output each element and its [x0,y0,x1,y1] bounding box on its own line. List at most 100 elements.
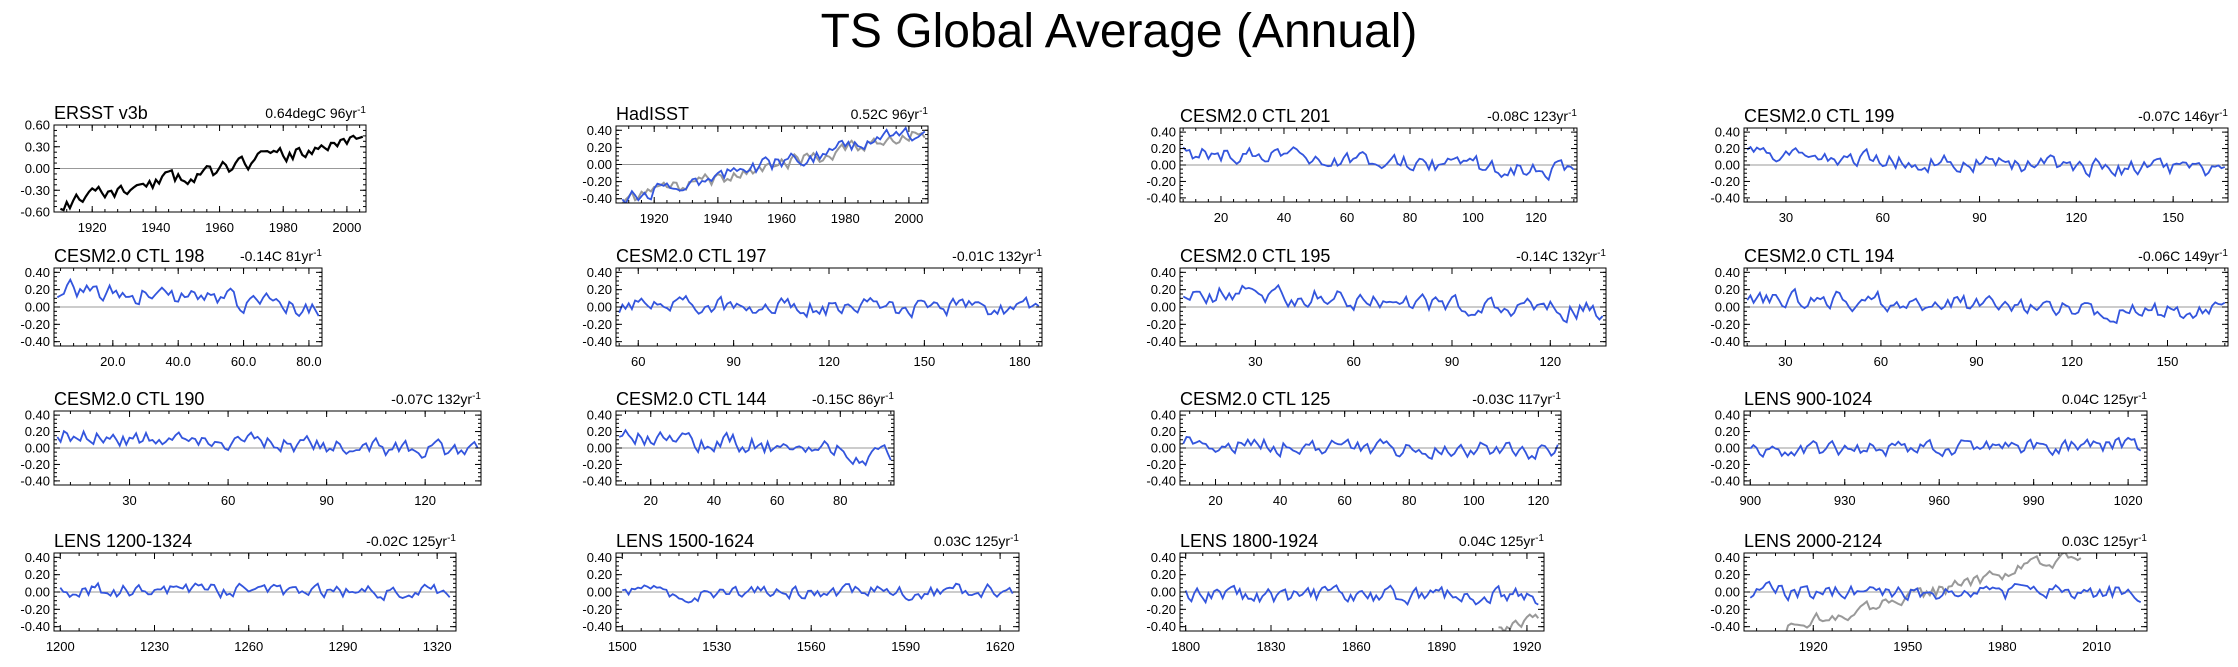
y-tick-label: -0.40 [582,334,612,349]
x-tick-label: 120 [2061,354,2083,369]
series-line-ref [621,130,926,203]
y-tick-label: 0.20 [1151,424,1176,439]
x-tick-label: 1620 [986,639,1015,654]
panel-2: 0.40 0.20 0.00 -0.20 -0.40 1920 1940 1960 1980 20… [582,104,929,226]
y-tick-label: 0.40 [1151,125,1176,140]
y-tick-label: 0.20 [1151,282,1176,297]
panel-title: LENS 1500-1624 [616,531,754,551]
y-tick-label: 0.20 [1151,141,1176,156]
panel-title: CESM2.0 CTL 194 [1744,246,1894,266]
y-tick-label: 0.20 [1715,141,1740,156]
x-tick-label: 1940 [141,220,170,235]
x-tick-label: 150 [2162,210,2184,225]
y-tick-label: 0.20 [587,567,612,582]
series-line-model [1746,287,2226,325]
x-tick-label: 1920 [640,211,669,226]
trend-label: -0.08C 123yr-1 [1487,108,1577,125]
x-tick-label: 1950 [1893,639,1922,654]
trend-label: -0.14C 81yr-1 [240,248,322,265]
x-tick-label: 1320 [423,639,452,654]
trend-label: -0.07C 132yr-1 [391,391,481,408]
series-line-model [1746,145,2226,178]
series-line-ref [1498,613,1540,631]
y-tick-label: -0.20 [582,602,612,617]
x-tick-label: 30 [1248,354,1262,369]
y-tick-label: 0.40 [25,408,50,423]
x-tick-label: 30 [122,493,136,508]
x-tick-label: 60 [1337,493,1351,508]
y-tick-label: -0.40 [1710,473,1740,488]
y-tick-label: -0.40 [20,334,50,349]
x-tick-label: 90 [1445,354,1459,369]
panel-9: 0.400.20 0.00-0.20-0.40 30 60 90 120 CESM2.0 C… [20,389,482,508]
trend-label: -0.06C 149yr-1 [2138,248,2228,265]
x-tick-label: 40.0 [166,354,191,369]
x-tick-label: 960 [1928,493,1950,508]
y-tick-label: 0.40 [587,265,612,280]
trend-label: 0.03C 125yr-1 [2062,533,2148,550]
x-tick-label: 30 [1778,354,1792,369]
y-tick-label: -0.20 [1710,602,1740,617]
x-tick-label: 40 [707,493,721,508]
x-tick-label: 150 [914,354,936,369]
x-tick-label: 930 [1834,493,1856,508]
y-tick-label: -0.60 [20,205,50,220]
trend-label: -0.03C 117yr-1 [1472,391,1561,408]
y-tick-label: 0.20 [25,424,50,439]
x-tick-label: 1800 [1171,639,1200,654]
y-tick-label: 0.20 [587,140,612,155]
y-tick-label: 0.60 [25,118,50,133]
x-tick-label: 100 [1462,210,1484,225]
x-tick-label: 120 [2065,210,2087,225]
series-line-model [621,126,926,203]
panel-title: LENS 2000-2124 [1744,531,1882,551]
panel-10: 0.400.20 0.00-0.20-0.40 20 40 60 80 CESM2.0 CT… [582,389,895,508]
y-tick-label: 0.00 [1151,441,1176,456]
y-tick-label: 0.00 [587,441,612,456]
trend-label: 0.64degC 96yr-1 [265,105,366,122]
y-tick-label: -0.40 [1146,473,1176,488]
panel-12: 0.400.20 0.00-0.20-0.40 900 930 960 990 1020 LE… [1710,389,2148,508]
y-tick-label: 0.20 [587,424,612,439]
x-tick-label: 60 [221,493,235,508]
series-line-obs [59,134,364,212]
panel-6: 0.40 0.20 0.00 -0.20 -0.40 60 90 120 150 180 CESM2… [582,246,1043,369]
x-tick-label: 1590 [891,639,920,654]
x-tick-label: 100 [1463,493,1485,508]
y-tick-label: -0.20 [20,602,50,617]
x-tick-label: 2000 [332,220,361,235]
series-line-model [1749,580,2142,604]
panel-4: 0.400.20 0.00-0.20-0.40 30 60 90 120 150 CESM2.… [1710,106,2229,225]
x-tick-label: 1500 [608,639,637,654]
y-tick-label: -0.40 [20,619,50,634]
panel-title: CESM2.0 CTL 190 [54,389,204,409]
panel-title: CESM2.0 CTL 197 [616,246,766,266]
x-tick-label: 1920 [1512,639,1541,654]
x-tick-label: 1980 [1988,639,2017,654]
x-tick-label: 1230 [140,639,169,654]
y-tick-label: 0.40 [25,265,50,280]
series-line-model [1182,146,1575,182]
y-tick-label: -0.20 [1710,174,1740,189]
y-tick-label: -0.40 [1710,334,1740,349]
y-tick-label: 0.20 [1151,567,1176,582]
panel-13: 0.40 0.20 0.00 -0.20 -0.40 1200 1230 1260 1290 13… [20,531,457,654]
y-tick-label: -0.20 [582,317,612,332]
x-tick-label: 80 [1402,493,1416,508]
x-tick-label: 120 [1525,210,1547,225]
x-tick-label: 20 [1208,493,1222,508]
y-tick-label: 0.40 [587,550,612,565]
x-tick-label: 80.0 [296,354,321,369]
y-tick-label: 0.00 [1151,585,1176,600]
y-tick-label: 0.40 [25,550,50,565]
x-tick-label: 1020 [2114,493,2143,508]
y-tick-label: 0.00 [25,300,50,315]
x-tick-label: 1200 [46,639,75,654]
trend-label: -0.07C 146yr-1 [2138,108,2228,125]
y-tick-label: -0.40 [1146,619,1176,634]
x-tick-label: 990 [2023,493,2045,508]
x-tick-label: 40 [1273,493,1287,508]
y-tick-label: 0.00 [1151,300,1176,315]
x-tick-label: 180 [1009,354,1031,369]
